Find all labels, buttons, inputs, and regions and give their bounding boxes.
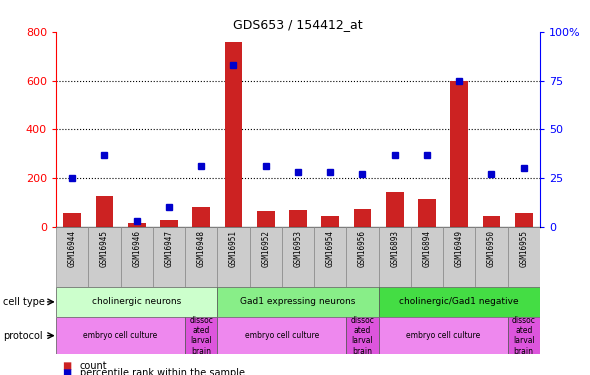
Text: cholinergic/Gad1 negative: cholinergic/Gad1 negative: [399, 297, 519, 306]
Text: GSM16894: GSM16894: [422, 230, 431, 267]
Bar: [443, 227, 476, 287]
Bar: [96, 196, 113, 227]
Text: GSM16956: GSM16956: [358, 230, 367, 267]
Bar: [217, 317, 346, 354]
Bar: [379, 287, 540, 317]
Bar: [192, 207, 210, 227]
Text: percentile rank within the sample: percentile rank within the sample: [80, 368, 245, 375]
Text: GSM16955: GSM16955: [519, 230, 528, 267]
Text: embryo cell culture: embryo cell culture: [406, 331, 480, 340]
Bar: [314, 227, 346, 287]
Bar: [120, 227, 153, 287]
Text: protocol: protocol: [3, 331, 42, 340]
Bar: [160, 220, 178, 227]
Text: GSM16949: GSM16949: [455, 230, 464, 267]
Text: GSM16944: GSM16944: [68, 230, 77, 267]
Text: GSM16954: GSM16954: [326, 230, 335, 267]
Bar: [418, 199, 436, 227]
Bar: [185, 227, 217, 287]
Bar: [450, 81, 468, 227]
Bar: [56, 227, 88, 287]
Text: ■: ■: [62, 361, 71, 370]
Text: GSM16947: GSM16947: [165, 230, 173, 267]
Bar: [282, 227, 314, 287]
Bar: [153, 227, 185, 287]
Text: GSM16950: GSM16950: [487, 230, 496, 267]
Bar: [217, 227, 250, 287]
Text: ■: ■: [62, 368, 71, 375]
Bar: [346, 317, 379, 354]
Text: GSM16951: GSM16951: [229, 230, 238, 267]
Bar: [507, 227, 540, 287]
Text: GSM16953: GSM16953: [293, 230, 303, 267]
Bar: [128, 223, 146, 227]
Bar: [353, 209, 371, 227]
Text: cholinergic neurons: cholinergic neurons: [92, 297, 181, 306]
Text: GSM16952: GSM16952: [261, 230, 270, 267]
Text: dissoc
ated
larval
brain: dissoc ated larval brain: [512, 315, 536, 356]
Bar: [476, 227, 507, 287]
Bar: [379, 317, 507, 354]
Text: GSM16946: GSM16946: [132, 230, 141, 267]
Text: embryo cell culture: embryo cell culture: [83, 331, 158, 340]
Bar: [411, 227, 443, 287]
Text: GSM16948: GSM16948: [196, 230, 206, 267]
Text: count: count: [80, 361, 107, 370]
Bar: [88, 227, 120, 287]
Bar: [483, 216, 500, 227]
Text: GSM16945: GSM16945: [100, 230, 109, 267]
Bar: [386, 192, 404, 227]
Text: GSM16893: GSM16893: [390, 230, 399, 267]
Bar: [217, 287, 379, 317]
Bar: [250, 227, 282, 287]
Bar: [56, 317, 185, 354]
Bar: [379, 227, 411, 287]
Bar: [56, 287, 217, 317]
Bar: [346, 227, 379, 287]
Text: cell type: cell type: [3, 297, 45, 307]
Bar: [507, 317, 540, 354]
Bar: [289, 210, 307, 227]
Bar: [515, 213, 533, 227]
Bar: [257, 211, 274, 227]
Text: Gad1 expressing neurons: Gad1 expressing neurons: [240, 297, 356, 306]
Bar: [185, 317, 217, 354]
Text: dissoc
ated
larval
brain: dissoc ated larval brain: [350, 315, 375, 356]
Text: dissoc
ated
larval
brain: dissoc ated larval brain: [189, 315, 213, 356]
Bar: [63, 213, 81, 227]
Bar: [322, 216, 339, 227]
Title: GDS653 / 154412_at: GDS653 / 154412_at: [233, 18, 363, 31]
Text: embryo cell culture: embryo cell culture: [245, 331, 319, 340]
Bar: [225, 42, 242, 227]
